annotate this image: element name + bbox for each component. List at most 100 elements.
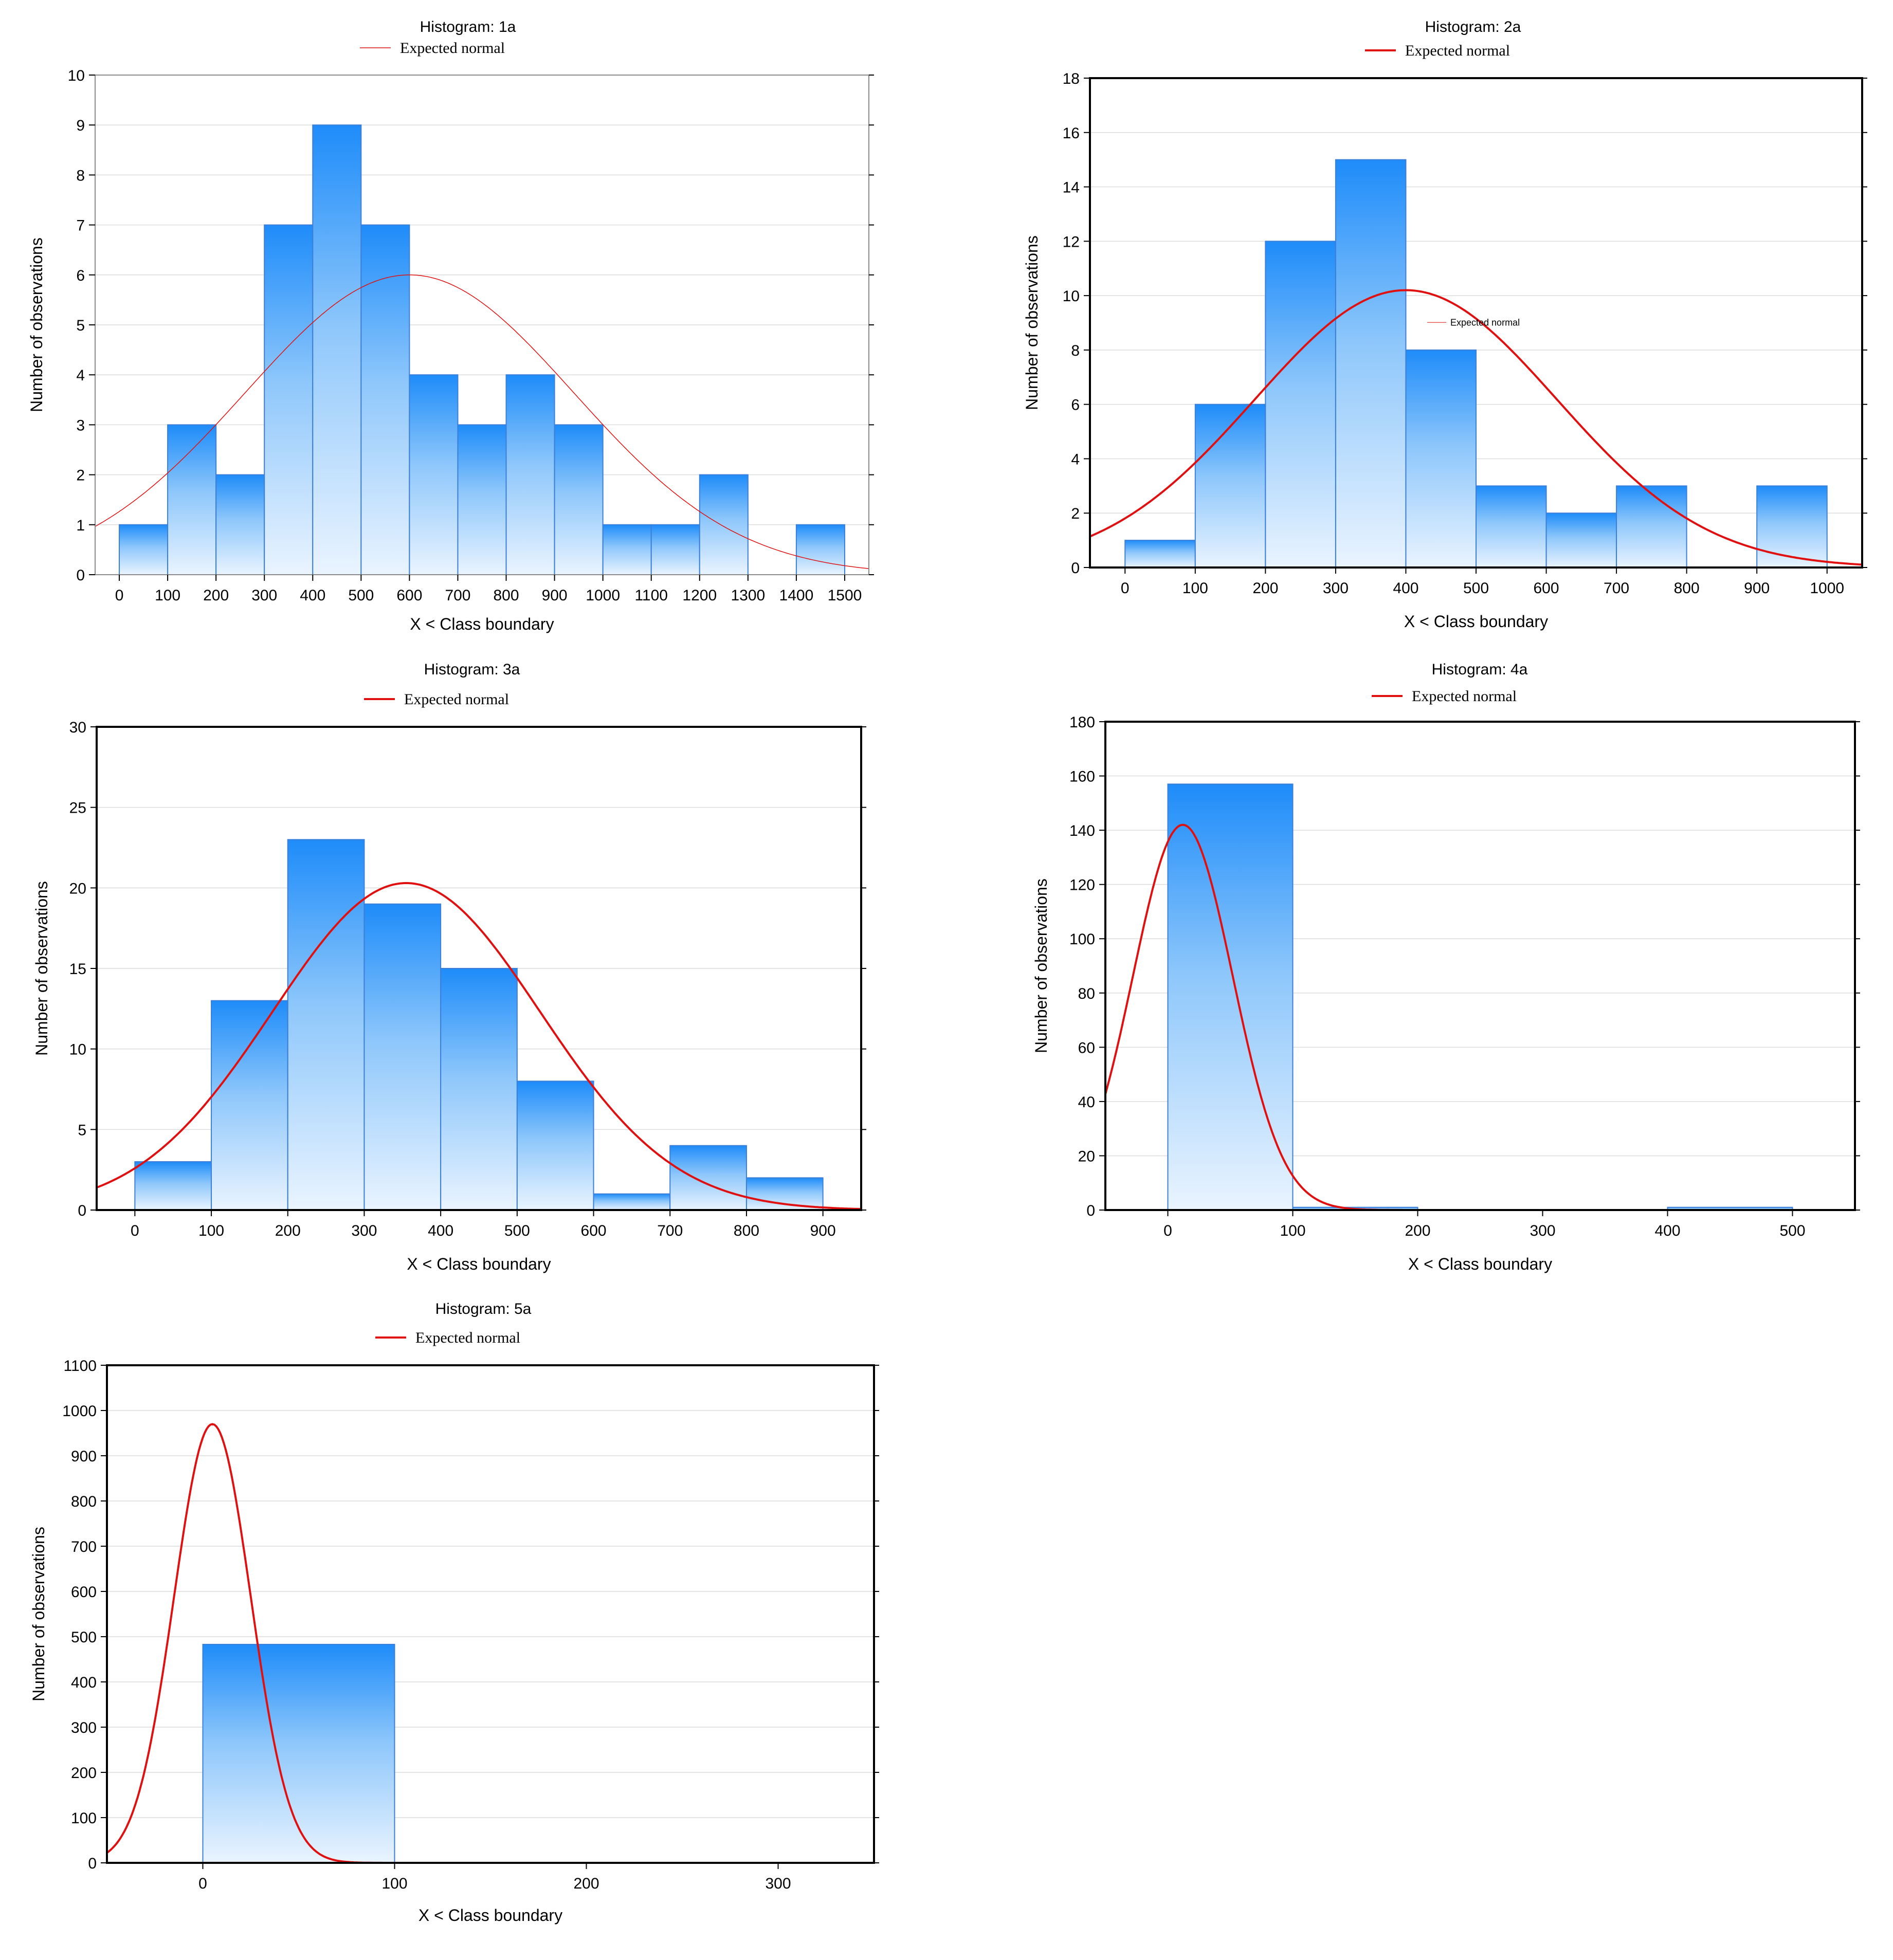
x-tick-label: 300 bbox=[1323, 580, 1349, 597]
y-tick-label: 1000 bbox=[62, 1403, 97, 1420]
histogram-bar bbox=[363, 903, 442, 1211]
histogram-bar bbox=[505, 374, 555, 575]
histogram-bar bbox=[1616, 485, 1687, 568]
histogram-bar bbox=[215, 474, 265, 575]
y-tick-label: 10 bbox=[69, 1041, 86, 1058]
y-tick-label: 4 bbox=[1071, 451, 1080, 468]
y-tick-label: 6 bbox=[1071, 397, 1080, 414]
x-tick-label: 1300 bbox=[731, 587, 765, 604]
y-tick-label: 20 bbox=[1078, 1148, 1095, 1165]
y-tick-label: 800 bbox=[71, 1493, 97, 1510]
x-tick-label: 200 bbox=[573, 1875, 599, 1892]
y-tick-label: 700 bbox=[71, 1538, 97, 1555]
y-axis-label: Number of observations bbox=[1023, 235, 1041, 410]
histogram-bar bbox=[795, 524, 845, 575]
y-tick-label: 500 bbox=[71, 1629, 97, 1646]
histogram-bar bbox=[1335, 159, 1407, 568]
histogram-bar bbox=[457, 424, 507, 576]
y-tick-label: 180 bbox=[1069, 714, 1095, 731]
x-tick-label: 500 bbox=[504, 1222, 530, 1239]
legend-label: Expected normal bbox=[415, 1329, 520, 1346]
x-tick-label: 200 bbox=[203, 587, 229, 604]
y-tick-label: 160 bbox=[1069, 768, 1095, 785]
y-tick-label: 80 bbox=[1078, 985, 1095, 1002]
histogram-bar bbox=[699, 474, 749, 575]
chart-title: Histogram: 4a bbox=[1432, 661, 1528, 678]
x-tick-label: 400 bbox=[1654, 1222, 1680, 1239]
histogram-bar bbox=[554, 424, 604, 576]
chart-title: Histogram: 5a bbox=[435, 1300, 532, 1317]
y-tick-label: 300 bbox=[71, 1719, 97, 1736]
expected-normal-curve bbox=[95, 274, 869, 569]
histogram-bar bbox=[134, 1161, 212, 1211]
histogram-bar bbox=[167, 424, 217, 576]
x-tick-label: 1100 bbox=[634, 587, 668, 604]
histogram-bar bbox=[264, 224, 314, 576]
y-tick-label: 200 bbox=[71, 1765, 97, 1782]
x-tick-label: 200 bbox=[275, 1222, 301, 1239]
y-tick-label: 9 bbox=[76, 117, 85, 134]
histogram-panel-4: 0 20 40 60 80 100 120 140 160 180 0 100 200 300 400 500… bbox=[1032, 661, 1860, 1273]
x-tick-label: 0 bbox=[131, 1222, 139, 1239]
x-tick-label: 600 bbox=[1534, 580, 1559, 597]
y-tick-label: 14 bbox=[1063, 179, 1080, 196]
histogram-bar bbox=[669, 1145, 747, 1211]
y-tick-label: 120 bbox=[1069, 877, 1095, 894]
histogram-bar bbox=[650, 524, 700, 575]
y-tick-label: 100 bbox=[1069, 931, 1095, 948]
histogram-bar bbox=[1756, 485, 1828, 568]
plot-frame bbox=[106, 1364, 875, 1864]
x-tick-label: 800 bbox=[494, 587, 519, 604]
y-tick-label: 18 bbox=[1063, 70, 1080, 87]
y-tick-label: 0 bbox=[1086, 1202, 1095, 1219]
x-tick-label: 1000 bbox=[1810, 580, 1844, 597]
x-axis-label: X < Class boundary bbox=[1408, 1255, 1552, 1273]
y-tick-label: 1100 bbox=[63, 1358, 97, 1375]
x-axis-label: X < Class boundary bbox=[1404, 612, 1548, 631]
y-tick-label: 16 bbox=[1063, 125, 1080, 142]
y-tick-label: 2 bbox=[76, 467, 85, 484]
expected-normal-curve bbox=[1089, 289, 1863, 566]
histogram-bar bbox=[287, 839, 365, 1211]
y-tick-label: 12 bbox=[1063, 233, 1080, 250]
x-tick-label: 100 bbox=[155, 587, 180, 604]
y-tick-label: 100 bbox=[71, 1810, 97, 1827]
x-tick-label: 900 bbox=[542, 587, 568, 604]
x-axis-label: X < Class boundary bbox=[410, 615, 554, 633]
histogram-bar bbox=[360, 224, 410, 576]
x-tick-label: 800 bbox=[1674, 580, 1700, 597]
x-tick-label: 400 bbox=[300, 587, 325, 604]
x-tick-label: 0 bbox=[1121, 580, 1130, 597]
histogram-bar bbox=[1124, 540, 1196, 568]
y-axis-label: Number of observations bbox=[29, 1527, 48, 1701]
histogram-bar bbox=[1476, 485, 1547, 568]
x-tick-label: 700 bbox=[657, 1222, 683, 1239]
x-tick-label: 200 bbox=[1405, 1222, 1430, 1239]
x-tick-label: 1000 bbox=[586, 587, 620, 604]
y-tick-label: 0 bbox=[1071, 560, 1080, 577]
y-tick-label: 60 bbox=[1078, 1039, 1095, 1056]
y-tick-label: 0 bbox=[88, 1855, 97, 1872]
histogram-bar bbox=[516, 1080, 594, 1211]
histogram-bar bbox=[440, 968, 518, 1211]
x-tick-label: 600 bbox=[581, 1222, 607, 1239]
legend-label: Expected normal bbox=[1412, 688, 1517, 705]
y-tick-label: 10 bbox=[1063, 288, 1080, 305]
x-tick-label: 300 bbox=[351, 1222, 377, 1239]
histogram-bar bbox=[1405, 349, 1477, 569]
y-tick-label: 15 bbox=[69, 961, 86, 978]
x-tick-label: 0 bbox=[198, 1875, 207, 1892]
x-tick-label: 500 bbox=[1779, 1222, 1805, 1239]
x-tick-label: 100 bbox=[198, 1222, 224, 1239]
x-tick-label: 300 bbox=[251, 587, 277, 604]
x-tick-label: 400 bbox=[1393, 580, 1418, 597]
x-tick-label: 100 bbox=[381, 1875, 407, 1892]
y-tick-label: 2 bbox=[1071, 505, 1080, 522]
y-axis-label: Number of observations bbox=[1032, 878, 1050, 1053]
y-tick-label: 140 bbox=[1069, 822, 1095, 839]
x-tick-label: 500 bbox=[1463, 580, 1489, 597]
y-tick-label: 1 bbox=[76, 517, 85, 534]
y-tick-label: 0 bbox=[76, 567, 85, 584]
